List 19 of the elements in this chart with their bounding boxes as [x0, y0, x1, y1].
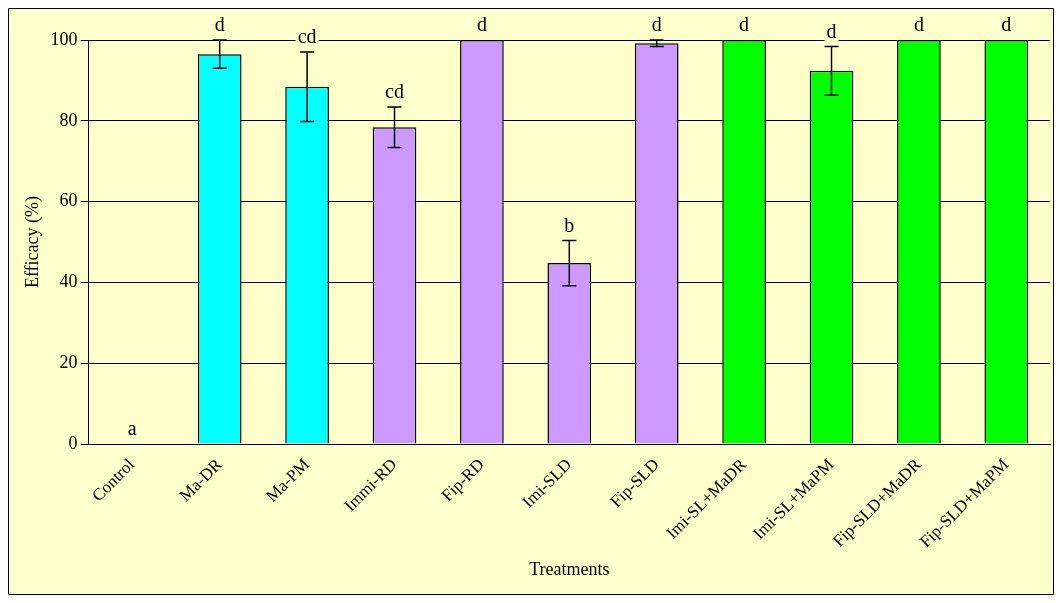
data-label: d — [214, 13, 225, 36]
y-axis-title: Efficacy (%) — [21, 195, 43, 289]
data-label: d — [739, 13, 750, 36]
data-label: d — [1001, 13, 1012, 36]
y-tick-label: 100 — [50, 28, 78, 49]
y-tick-label: 60 — [59, 190, 78, 211]
y-tick-label: 20 — [59, 351, 78, 372]
y-tick-label: 0 — [68, 432, 78, 453]
data-label: d — [476, 13, 487, 36]
data-label: d — [651, 13, 662, 36]
data-label: d — [913, 13, 924, 36]
data-label: cd — [385, 80, 404, 103]
y-tick-label: 40 — [59, 271, 78, 292]
data-label: cd — [297, 25, 317, 48]
data-label: d — [826, 19, 837, 42]
data-label: b — [564, 213, 575, 236]
x-axis-title: Treatments — [529, 558, 610, 579]
y-tick-label: 80 — [59, 109, 78, 130]
data-label: a — [127, 417, 137, 440]
